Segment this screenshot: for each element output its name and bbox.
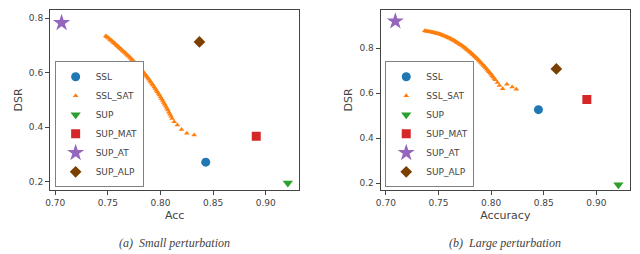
svg-text:0.2: 0.2 xyxy=(359,178,373,188)
svg-text:0.8: 0.8 xyxy=(359,43,374,53)
svg-text:SUP: SUP xyxy=(96,110,114,120)
svg-text:Accuracy: Accuracy xyxy=(480,209,531,222)
svg-text:SUP_AT: SUP_AT xyxy=(96,148,130,158)
svg-text:0.80: 0.80 xyxy=(481,198,501,208)
svg-text:0.90: 0.90 xyxy=(586,198,606,208)
svg-text:0.6: 0.6 xyxy=(359,88,374,98)
svg-text:SSL_SAT: SSL_SAT xyxy=(426,91,464,101)
svg-text:0.75: 0.75 xyxy=(98,198,118,208)
svg-text:SUP_AT: SUP_AT xyxy=(426,148,460,158)
svg-text:Acc: Acc xyxy=(165,209,184,222)
svg-text:SSL: SSL xyxy=(96,72,112,82)
svg-text:SUP_MAT: SUP_MAT xyxy=(426,129,467,139)
svg-text:DSR: DSR xyxy=(12,88,25,111)
svg-text:0.4: 0.4 xyxy=(29,122,44,132)
svg-text:0.6: 0.6 xyxy=(29,68,44,78)
svg-text:0.85: 0.85 xyxy=(203,198,223,208)
svg-text:0.4: 0.4 xyxy=(359,133,374,143)
svg-text:SUP_ALP: SUP_ALP xyxy=(96,167,135,177)
svg-text:0.2: 0.2 xyxy=(29,177,43,187)
svg-text:DSR: DSR xyxy=(342,88,355,111)
svg-text:SSL_SAT: SSL_SAT xyxy=(96,91,134,101)
svg-text:0.75: 0.75 xyxy=(428,198,448,208)
svg-text:SUP_MAT: SUP_MAT xyxy=(96,129,137,139)
svg-text:0.70: 0.70 xyxy=(376,198,396,208)
svg-text:0.8: 0.8 xyxy=(29,13,44,23)
svg-text:SSL: SSL xyxy=(426,72,442,82)
svg-text:0.90: 0.90 xyxy=(256,198,276,208)
svg-text:SUP: SUP xyxy=(426,110,444,120)
svg-text:0.70: 0.70 xyxy=(45,198,65,208)
svg-text:0.85: 0.85 xyxy=(534,198,554,208)
svg-text:0.80: 0.80 xyxy=(150,198,170,208)
svg-text:(a) Small perturbation: (a) Small perturbation xyxy=(119,236,230,250)
svg-text:SUP_ALP: SUP_ALP xyxy=(426,167,465,177)
svg-text:(b) Large perturbation: (b) Large perturbation xyxy=(449,236,561,250)
